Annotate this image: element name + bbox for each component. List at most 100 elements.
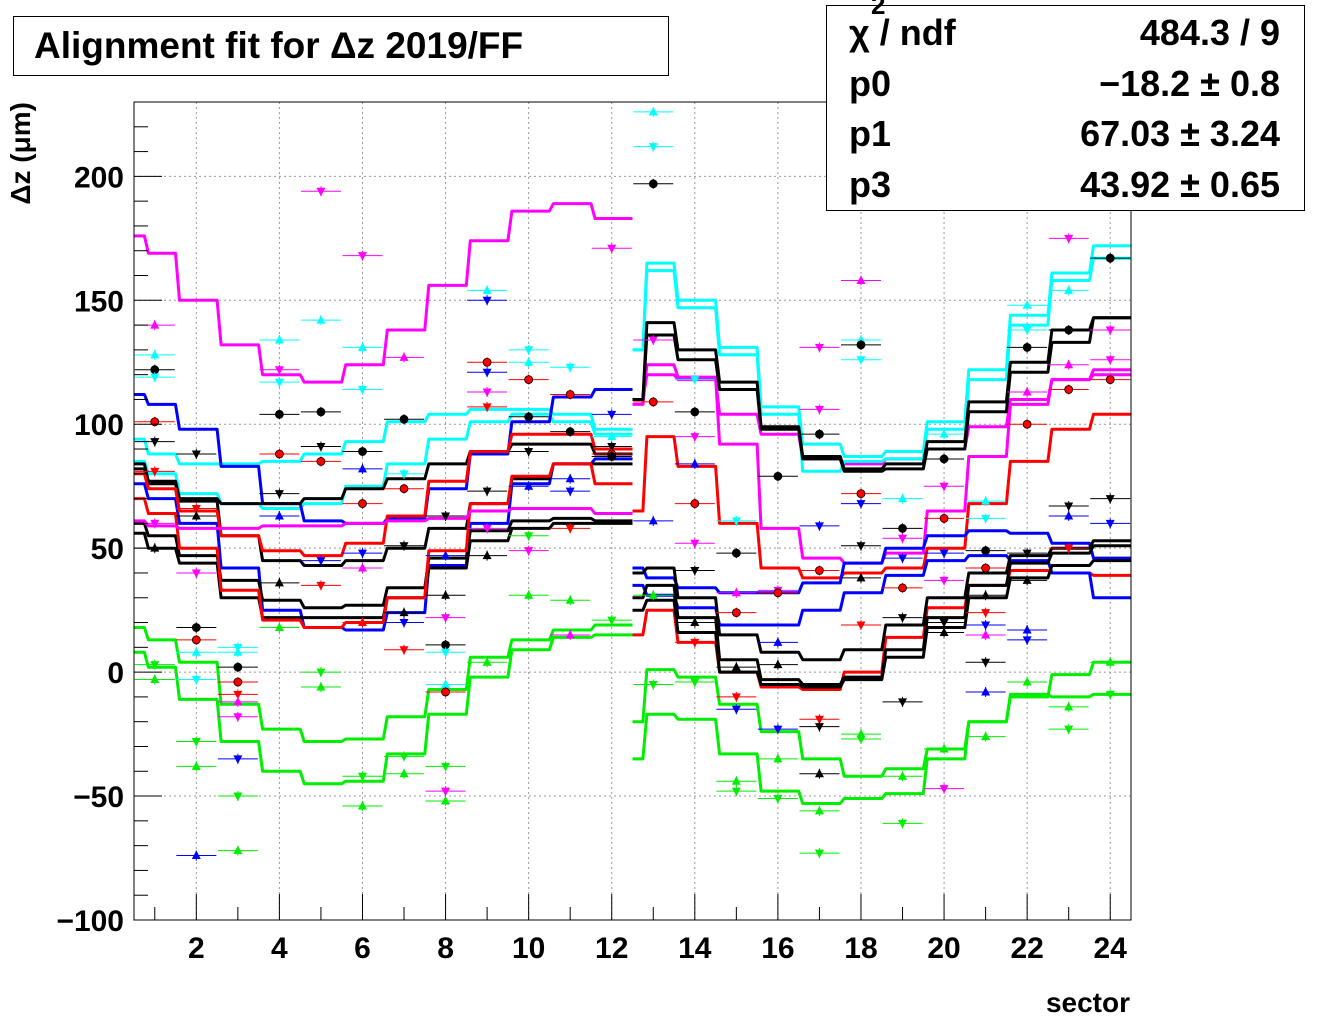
marker-triangle-down [524, 547, 534, 556]
data-point [757, 724, 798, 735]
marker-triangle-down [690, 638, 700, 648]
data-point [300, 186, 341, 197]
marker-triangle-down [1064, 234, 1074, 244]
fit-curve [632, 529, 1131, 595]
marker-triangle-down [773, 795, 783, 804]
marker-triangle-down [731, 693, 741, 702]
data-point [882, 771, 923, 782]
data-point [300, 681, 341, 692]
marker-circle [981, 563, 991, 573]
data-point [342, 771, 383, 782]
marker-triangle-up [1022, 677, 1032, 686]
data-point [176, 647, 217, 658]
marker-triangle-down [1022, 326, 1032, 336]
stat-name-p3: p3 [849, 164, 892, 205]
data-point [176, 674, 217, 685]
marker-circle [898, 583, 907, 593]
marker-triangle-up [731, 587, 741, 597]
marker-triangle-up [399, 352, 409, 361]
marker-triangle-down [482, 524, 492, 534]
data-point [300, 555, 341, 566]
data-point [924, 617, 965, 628]
data-point [965, 620, 1006, 631]
marker-triangle-down [1064, 544, 1074, 554]
data-point [217, 647, 258, 658]
marker-triangle-down [399, 646, 409, 655]
marker-triangle-up [150, 543, 160, 552]
data-point [259, 448, 300, 459]
stat-name-p0: p0 [849, 63, 892, 104]
marker-triangle-down [191, 505, 201, 514]
data-point [508, 357, 549, 368]
data-point [259, 334, 300, 345]
data-point [1048, 359, 1089, 370]
data-point [425, 796, 466, 807]
data-point [467, 387, 508, 398]
marker-triangle-up [399, 768, 409, 778]
data-point [716, 776, 757, 787]
data-point [217, 677, 258, 688]
data-point [882, 582, 923, 593]
marker-triangle-up [939, 429, 949, 438]
marker-triangle-down [233, 792, 243, 802]
fit-curve [134, 633, 633, 786]
data-point [965, 629, 1006, 640]
data-point [134, 674, 175, 685]
marker-triangle-down [731, 517, 741, 526]
marker-triangle-up [441, 550, 451, 560]
data-point [259, 409, 300, 420]
data-point [384, 540, 425, 551]
data-point [342, 463, 383, 474]
marker-triangle-down [233, 755, 243, 764]
marker-circle [233, 677, 243, 687]
data-point [716, 587, 757, 598]
data-point [924, 548, 965, 559]
data-point [882, 523, 923, 534]
data-point [342, 800, 383, 811]
data-point [591, 243, 632, 254]
data-point [342, 384, 383, 395]
data-point [259, 488, 300, 499]
data-point [674, 617, 715, 628]
data-point [799, 848, 840, 859]
marker-triangle-down [482, 487, 492, 497]
marker-triangle-down [856, 621, 866, 631]
marker-triangle-down [357, 549, 367, 559]
data-point [882, 533, 923, 544]
data-point [882, 696, 923, 707]
marker-circle [1064, 385, 1074, 394]
data-point [757, 753, 798, 764]
marker-triangle-up [856, 729, 866, 738]
marker-triangle-up [357, 463, 367, 473]
marker-circle [565, 427, 575, 437]
marker-triangle-up [565, 629, 575, 639]
marker-triangle-down [399, 752, 409, 762]
marker-triangle-up [856, 572, 866, 582]
marker-triangle-up [316, 681, 326, 691]
data-point [633, 679, 674, 690]
marker-triangle-down [981, 514, 991, 524]
marker-triangle-up [441, 796, 451, 805]
data-point [342, 498, 383, 509]
data-point [550, 426, 591, 437]
marker-circle [648, 179, 658, 189]
marker-triangle-up [565, 473, 575, 483]
marker-circle [939, 514, 949, 523]
data-point [134, 416, 175, 427]
fit-curve [134, 407, 633, 466]
marker-triangle-up [648, 106, 658, 116]
marker-triangle-up [1022, 387, 1032, 396]
data-point [342, 342, 383, 353]
marker-triangle-down [898, 554, 908, 564]
marker-triangle-up [357, 563, 367, 572]
data-point [217, 662, 258, 673]
fit-curve [134, 388, 633, 525]
marker-circle [1105, 253, 1115, 263]
marker-triangle-down [482, 388, 492, 398]
data-point [1048, 724, 1089, 735]
data-point [342, 548, 383, 559]
marker-triangle-up [274, 577, 284, 587]
data-point [716, 607, 757, 618]
marker-triangle-down [357, 386, 367, 395]
